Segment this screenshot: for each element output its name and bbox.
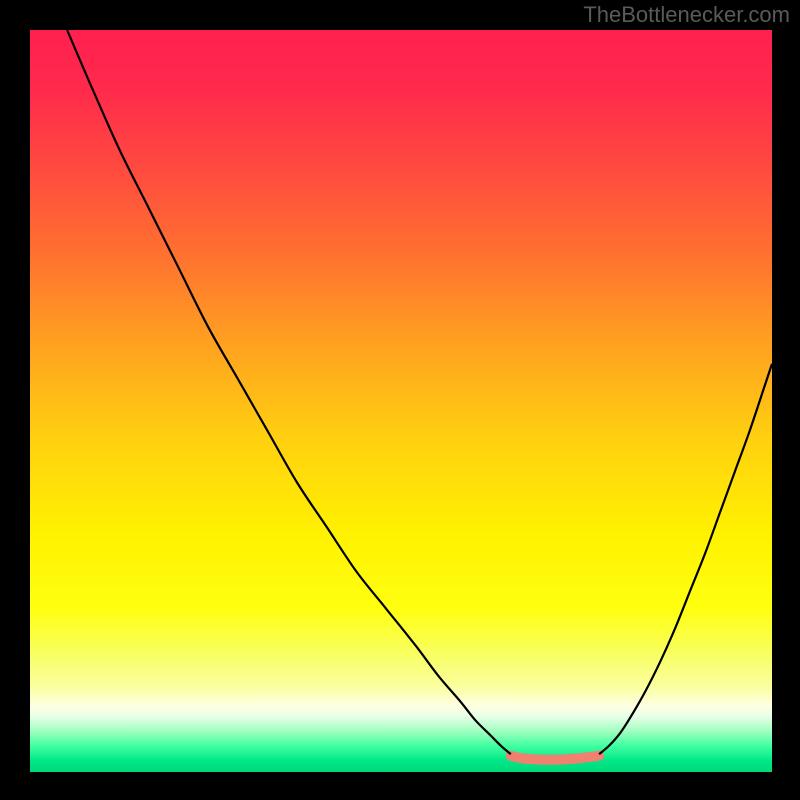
bottom-salmon-segment <box>511 756 599 760</box>
watermark-text: TheBottlenecker.com <box>583 2 790 28</box>
chart-svg <box>30 30 772 772</box>
chart-plot-area <box>30 30 772 772</box>
